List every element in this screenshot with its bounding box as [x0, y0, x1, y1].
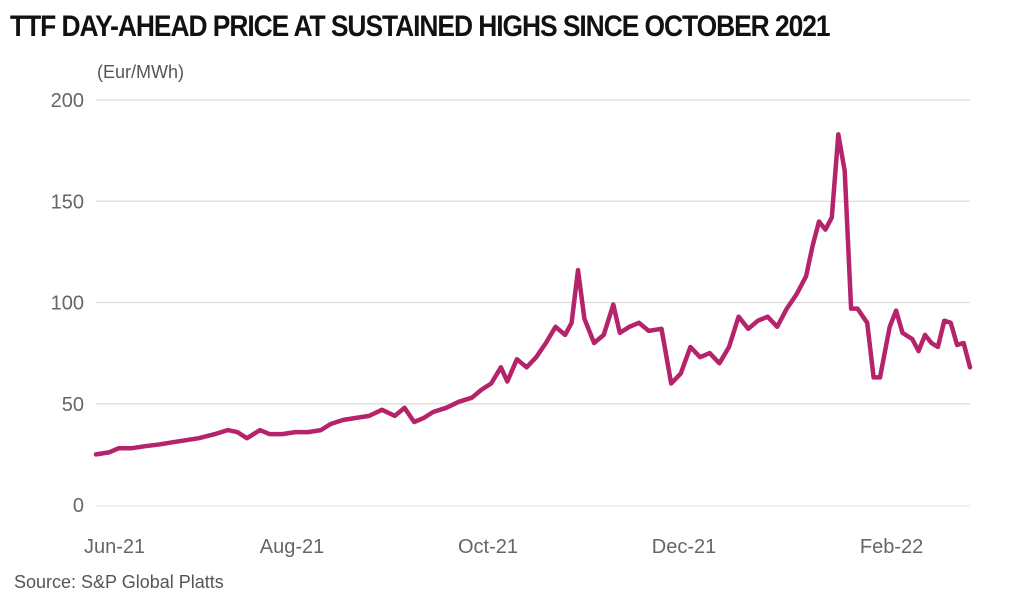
x-tick-label: Jun-21	[84, 536, 145, 558]
chart-title: TTF DAY-AHEAD PRICE AT SUSTAINED HIGHS S…	[10, 10, 831, 43]
y-tick-label: 50	[62, 394, 84, 416]
y-tick-labels: 0 50 100 150 200	[51, 90, 84, 517]
y-tick-label: 200	[51, 90, 84, 112]
y-tick-label: 100	[51, 293, 84, 315]
grid-lines	[96, 99, 970, 507]
y-tick-label: 0	[73, 495, 84, 517]
x-tick-label: Feb-22	[860, 536, 923, 558]
x-tick-label: Dec-21	[652, 536, 716, 558]
source-note: Source: S&P Global Platts	[14, 572, 224, 592]
x-tick-label: Aug-21	[260, 536, 325, 558]
y-axis-unit-label: (Eur/MWh)	[97, 62, 184, 82]
series-line-0	[93, 132, 973, 457]
series-group	[93, 132, 973, 457]
x-tick-labels: Jun-21 Aug-21 Oct-21 Dec-21 Feb-22	[84, 536, 923, 558]
y-tick-label: 150	[51, 191, 84, 213]
x-tick-label: Oct-21	[458, 536, 518, 558]
